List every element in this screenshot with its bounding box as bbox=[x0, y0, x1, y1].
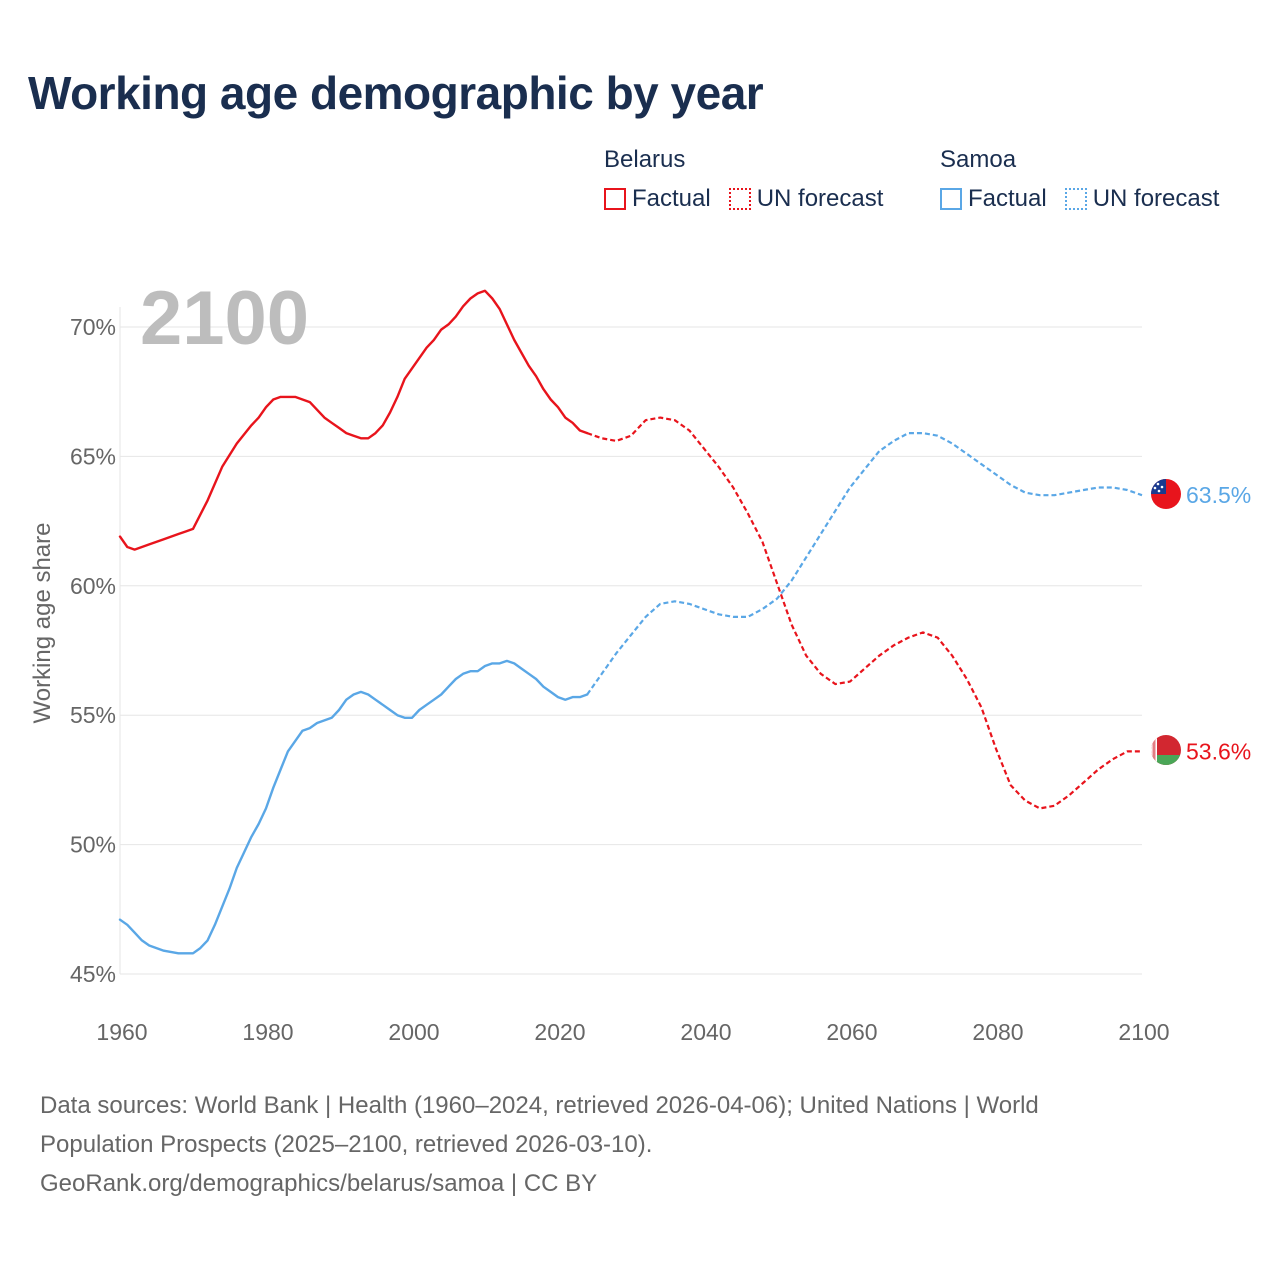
legend-swatch-dotted bbox=[728, 188, 751, 210]
legend-swatch-dotted bbox=[1064, 188, 1087, 210]
y-tick-label: 65% bbox=[70, 443, 116, 469]
legend-swatch-solid bbox=[940, 188, 962, 210]
x-tick-label: 2000 bbox=[388, 1019, 439, 1045]
samoa-flag-icon bbox=[1151, 479, 1181, 509]
x-tick-label: 2100 bbox=[1118, 1019, 1169, 1045]
y-tick-label: 45% bbox=[70, 961, 116, 987]
y-axis-title: Working age share bbox=[29, 523, 56, 724]
legend-group-name: Samoa bbox=[940, 146, 1017, 173]
x-tick-label: 2040 bbox=[680, 1019, 731, 1045]
y-tick-label: 70% bbox=[70, 314, 116, 340]
year-watermark: 2100 bbox=[140, 276, 309, 361]
legend-belarus-factual[interactable]: Factual bbox=[604, 186, 711, 212]
x-tick-label: 2080 bbox=[972, 1019, 1023, 1045]
legend-label: Factual bbox=[632, 185, 711, 212]
footer-line: Population Prospects (2025–2100, retriev… bbox=[40, 1131, 653, 1158]
x-tick-label: 1960 bbox=[96, 1019, 147, 1045]
legend-samoa-factual[interactable]: Factual bbox=[940, 186, 1047, 212]
line-chart: 2100 45% 50% 55% 60% 65% 70% 1960 1980 2000 2020 2… bbox=[29, 276, 1251, 1045]
legend-swatch-solid bbox=[604, 188, 626, 210]
footer-sources: Data sources: World Bank | Health (1960–… bbox=[40, 1086, 1240, 1203]
legend-belarus-forecast[interactable]: UN forecast bbox=[728, 185, 884, 212]
y-tick-label: 55% bbox=[70, 702, 116, 728]
legend-label: Factual bbox=[968, 185, 1047, 212]
footer-line[interactable]: GeoRank.org/demographics/belarus/samoa |… bbox=[40, 1170, 598, 1197]
legend-group-samoa: Samoa Factual UN forecast bbox=[940, 144, 1219, 212]
samoa-end-value-label: 63.5% bbox=[1186, 482, 1251, 508]
chart-title: Working age demographic by year bbox=[28, 67, 764, 119]
legend-label: UN forecast bbox=[1092, 185, 1220, 212]
y-tick-label: 60% bbox=[70, 573, 116, 599]
legend-group-name: Belarus bbox=[604, 146, 686, 173]
belarus-end-value-label: 53.6% bbox=[1186, 738, 1251, 764]
footer-line: Data sources: World Bank | Health (1960–… bbox=[40, 1092, 1039, 1119]
legend-label: UN forecast bbox=[756, 185, 884, 212]
samoa-forecast-line[interactable] bbox=[586, 432, 1143, 696]
legend-group-belarus: Belarus Factual UN forecast bbox=[604, 144, 901, 212]
belarus-forecast-line[interactable] bbox=[586, 416, 1142, 810]
x-tick-label: 1980 bbox=[242, 1019, 293, 1045]
belarus-flag-icon bbox=[1151, 735, 1181, 765]
x-tick-label: 2020 bbox=[534, 1019, 585, 1045]
y-tick-label: 50% bbox=[70, 832, 116, 858]
belarus-factual-line[interactable] bbox=[118, 289, 589, 551]
samoa-factual-line[interactable] bbox=[118, 659, 589, 955]
legend-samoa-forecast[interactable]: UN forecast bbox=[1064, 185, 1220, 212]
x-tick-label: 2060 bbox=[826, 1019, 877, 1045]
